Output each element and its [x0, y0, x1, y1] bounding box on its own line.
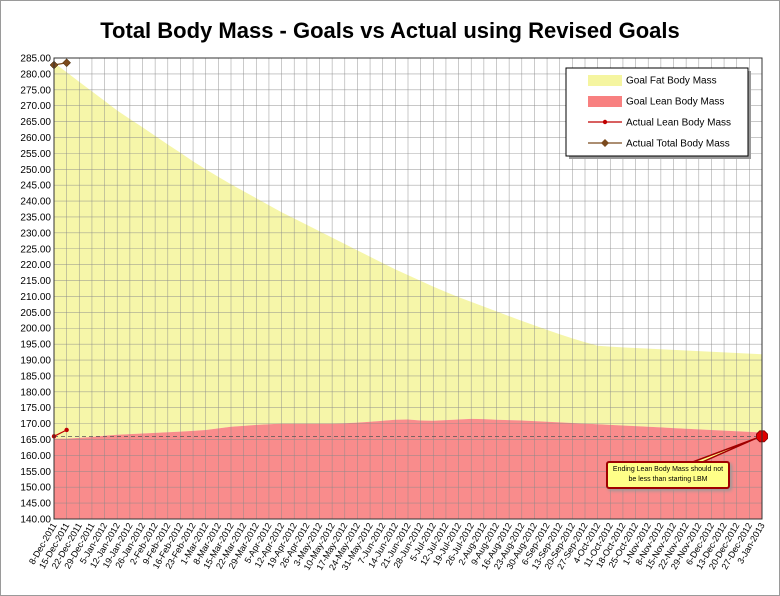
- annotation-callout: Ending Lean Body Mass should not be less…: [606, 461, 730, 489]
- y-tick-label: 155.00: [20, 467, 51, 478]
- y-tick-label: 190.00: [20, 356, 51, 367]
- y-tick-label: 160.00: [20, 451, 51, 462]
- legend-marker: [601, 139, 609, 147]
- y-tick-label: 255.00: [20, 149, 51, 160]
- y-tick-label: 265.00: [20, 117, 51, 128]
- y-tick-label: 235.00: [20, 212, 51, 223]
- y-tick-label: 210.00: [20, 292, 51, 303]
- y-tick-label: 285.00: [20, 54, 51, 65]
- y-tick-label: 205.00: [20, 308, 51, 319]
- legend-label: Actual Lean Body Mass: [626, 118, 731, 129]
- y-tick-label: 245.00: [20, 181, 51, 192]
- y-tick-label: 270.00: [20, 101, 51, 112]
- y-tick-label: 195.00: [20, 340, 51, 351]
- legend-label: Actual Total Body Mass: [626, 139, 730, 150]
- actual-lean-point: [64, 427, 69, 433]
- legend-swatch: [588, 96, 622, 107]
- y-tick-label: 225.00: [20, 244, 51, 255]
- y-tick-label: 175.00: [20, 403, 51, 414]
- y-tick-label: 275.00: [20, 85, 51, 96]
- y-tick-label: 185.00: [20, 371, 51, 382]
- y-tick-label: 180.00: [20, 387, 51, 398]
- y-tick-label: 170.00: [20, 419, 51, 430]
- legend-marker: [602, 119, 608, 125]
- actual-lean-line: [53, 429, 67, 437]
- y-tick-label: 200.00: [20, 324, 51, 335]
- y-tick-label: 220.00: [20, 260, 51, 271]
- legend: Goal Fat Body Mass Goal Lean Body Mass Act…: [565, 67, 751, 159]
- y-tick-label: 230.00: [20, 228, 51, 239]
- y-tick-label: 260.00: [20, 133, 51, 144]
- y-tick-label: 250.00: [20, 165, 51, 176]
- axes-layer: 140.00 145.00 150.00 155.00 160.00 165.00 170.…: [20, 54, 766, 572]
- y-tick-label: 215.00: [20, 276, 51, 287]
- y-tick-label: 140.00: [20, 515, 51, 526]
- legend-label: Goal Lean Body Mass: [626, 97, 724, 108]
- y-tick-label: 150.00: [20, 483, 51, 494]
- plot-border: [53, 57, 763, 520]
- line-layer: [49, 58, 768, 464]
- legend-label: Goal Fat Body Mass: [626, 76, 717, 87]
- y-tick-label: 280.00: [20, 69, 51, 80]
- y-tick-label: 240.00: [20, 197, 51, 208]
- actual-total-point: [62, 58, 71, 68]
- y-tick-label: 165.00: [20, 435, 51, 446]
- legend-swatch: [588, 75, 622, 86]
- chart-title: Total Body Mass - Goals vs Actual using …: [100, 18, 680, 43]
- y-tick-label: 145.00: [20, 499, 51, 510]
